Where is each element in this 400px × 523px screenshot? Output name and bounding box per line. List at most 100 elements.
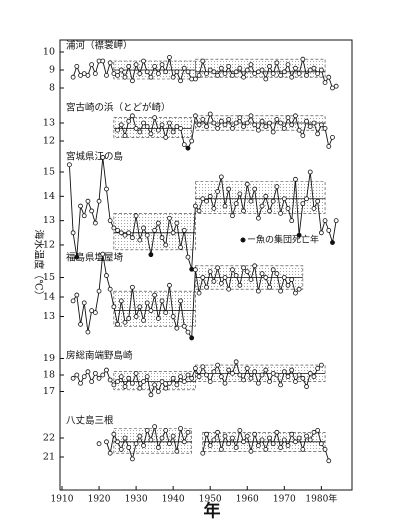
data-point [281, 275, 287, 280]
data-point [74, 64, 80, 69]
data-point [78, 380, 83, 386]
data-point [67, 162, 72, 168]
data-point [263, 124, 269, 129]
data-point [159, 298, 165, 304]
data-point [300, 56, 306, 62]
data-point [141, 379, 146, 385]
data-point [226, 64, 232, 69]
data-point [233, 359, 239, 365]
data-point [107, 377, 113, 383]
y-tick-label: 14 [43, 292, 55, 303]
data-point [293, 176, 298, 182]
data-point [192, 203, 198, 209]
data-point [200, 450, 206, 456]
data-point [137, 129, 143, 135]
data-point [174, 325, 180, 331]
data-point [296, 435, 302, 441]
data-point [255, 127, 261, 133]
data-point [89, 308, 95, 314]
data-point [233, 201, 239, 207]
data-point [196, 73, 202, 78]
data-point [178, 125, 183, 131]
data-point [126, 118, 132, 124]
data-point [322, 218, 328, 224]
data-point [107, 286, 113, 292]
data-point [133, 62, 139, 67]
data-point [78, 203, 83, 209]
data-point [230, 435, 235, 441]
data-point [218, 446, 224, 452]
data-point [78, 321, 83, 327]
data-point [241, 124, 246, 129]
data-point [222, 275, 228, 280]
data-point [155, 389, 161, 394]
x-tick-label: 1960 [236, 495, 259, 505]
data-point [278, 120, 284, 126]
data-point [118, 374, 124, 380]
data-point [259, 437, 265, 443]
data-point [215, 362, 221, 368]
kill-point [330, 240, 335, 245]
data-point [152, 292, 158, 298]
data-point [270, 129, 276, 135]
y-tick-label: 9 [49, 65, 55, 76]
data-point [333, 218, 339, 224]
data-point [252, 122, 258, 128]
data-point [230, 267, 235, 273]
data-point [289, 367, 295, 373]
data-point [207, 269, 213, 275]
kill-point [189, 335, 194, 341]
data-point [215, 125, 221, 131]
data-point [170, 433, 176, 439]
data-point [118, 230, 124, 236]
data-point [241, 265, 246, 271]
data-point [215, 73, 221, 78]
data-point [222, 433, 228, 439]
data-point [159, 122, 165, 128]
data-point [137, 304, 143, 310]
data-point [244, 181, 250, 187]
data-point [267, 379, 272, 385]
data-point [281, 69, 287, 75]
data-point [233, 273, 239, 278]
data-point [226, 441, 232, 447]
data-point [278, 210, 284, 216]
data-point [104, 273, 109, 278]
data-point [285, 374, 291, 380]
data-point [315, 198, 321, 204]
data-point [115, 73, 120, 78]
y-tick-label: 21 [43, 452, 55, 463]
data-point [244, 433, 250, 439]
data-point [215, 265, 221, 271]
data-point [204, 124, 209, 129]
data-point [222, 203, 228, 209]
data-point [92, 370, 98, 376]
data-point [218, 65, 224, 71]
y-tick-label: 18 [43, 370, 55, 381]
data-point [129, 284, 135, 290]
data-point [222, 71, 228, 76]
data-point [178, 426, 183, 431]
data-point [163, 310, 169, 316]
data-point [81, 300, 87, 306]
data-point [100, 58, 106, 64]
data-point [163, 69, 169, 75]
data-point [129, 78, 135, 84]
data-point [237, 191, 243, 197]
data-point [81, 71, 87, 76]
data-point [144, 124, 150, 129]
data-point [181, 65, 187, 71]
data-point [304, 73, 309, 78]
data-point [270, 441, 276, 447]
data-point [111, 304, 117, 310]
data-point [263, 367, 269, 373]
data-point [167, 441, 172, 447]
data-point [300, 133, 306, 139]
data-point [230, 213, 235, 219]
data-point [259, 118, 265, 124]
data-point [170, 129, 176, 135]
data-point [163, 427, 169, 433]
data-point [167, 282, 172, 288]
data-point [155, 127, 161, 133]
data-point [170, 314, 176, 319]
